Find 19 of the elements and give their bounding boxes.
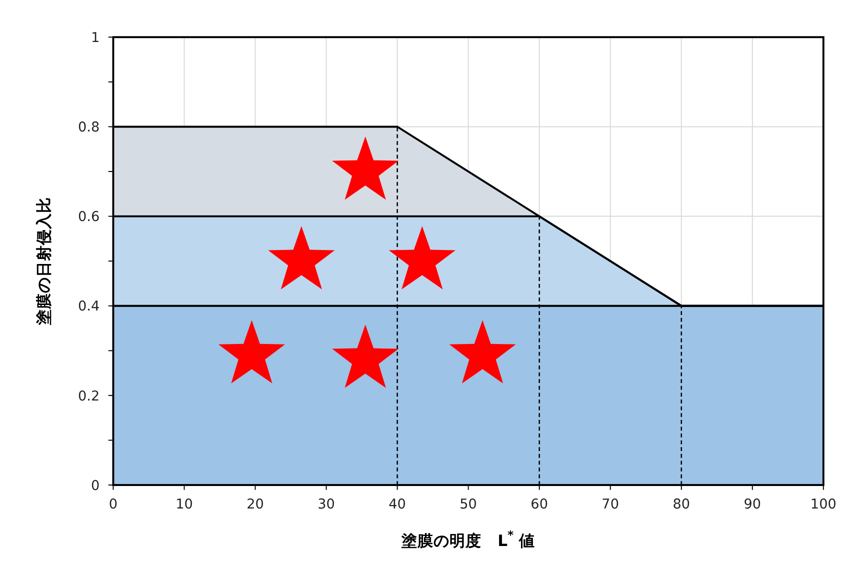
x-tick-label: 40	[388, 496, 406, 512]
x-tick-label: 0	[108, 496, 118, 512]
x-tick-label: 50	[460, 496, 477, 512]
x-tick-label: 20	[246, 496, 264, 512]
x-tick-label: 80	[672, 496, 690, 512]
x-tick-label: 90	[744, 496, 762, 512]
x-tick-label: 60	[530, 496, 548, 512]
y-tick-label: 0.8	[78, 120, 100, 136]
x-tick-label: 70	[602, 496, 620, 512]
y-tick-label: 1	[90, 30, 100, 46]
x-tick-label: 100	[810, 496, 836, 512]
y-tick-label: 0.6	[78, 209, 100, 226]
y-axis-title: 塗膜の日射侵入比	[35, 197, 54, 326]
x-axis-title: 塗膜の明度 L$^{*}$値	[400, 528, 536, 550]
x-tick-label: 10	[176, 496, 193, 512]
x-tick-label: 30	[318, 496, 335, 512]
y-tick-label: 0.2	[78, 388, 100, 404]
y-tick-label: 0	[90, 478, 100, 494]
y-tick-label: 0.4	[78, 298, 100, 315]
